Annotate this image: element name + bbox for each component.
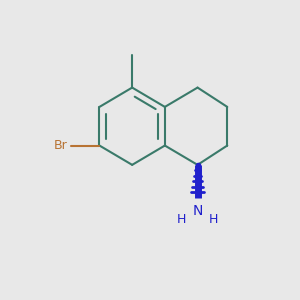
- Text: H: H: [209, 213, 219, 226]
- Text: H: H: [176, 213, 186, 226]
- Text: N: N: [192, 204, 203, 218]
- Text: Br: Br: [54, 139, 68, 152]
